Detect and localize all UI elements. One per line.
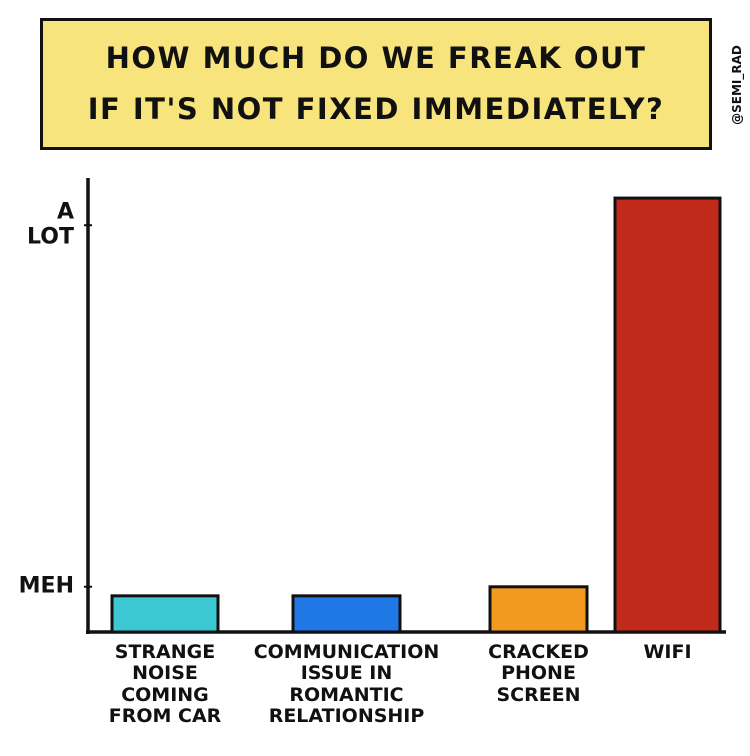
bar [488, 585, 589, 634]
bar [613, 196, 722, 634]
x-tick-label: WIFI [643, 641, 692, 663]
x-tick-label: COMMUNICATION ISSUE IN ROMANTIC RELATION… [253, 641, 440, 727]
bar [110, 594, 220, 634]
y-tick-label: A LOT [27, 199, 74, 250]
x-tick-label: CRACKED PHONE SCREEN [488, 641, 589, 706]
bar [291, 594, 402, 634]
x-tick-label: STRANGE NOISE COMING FROM CAR [108, 641, 222, 727]
chart-title: HOW MUCH DO WE FREAK OUT IF IT'S NOT FIX… [40, 18, 712, 150]
y-tick-label: MEH [18, 573, 74, 599]
